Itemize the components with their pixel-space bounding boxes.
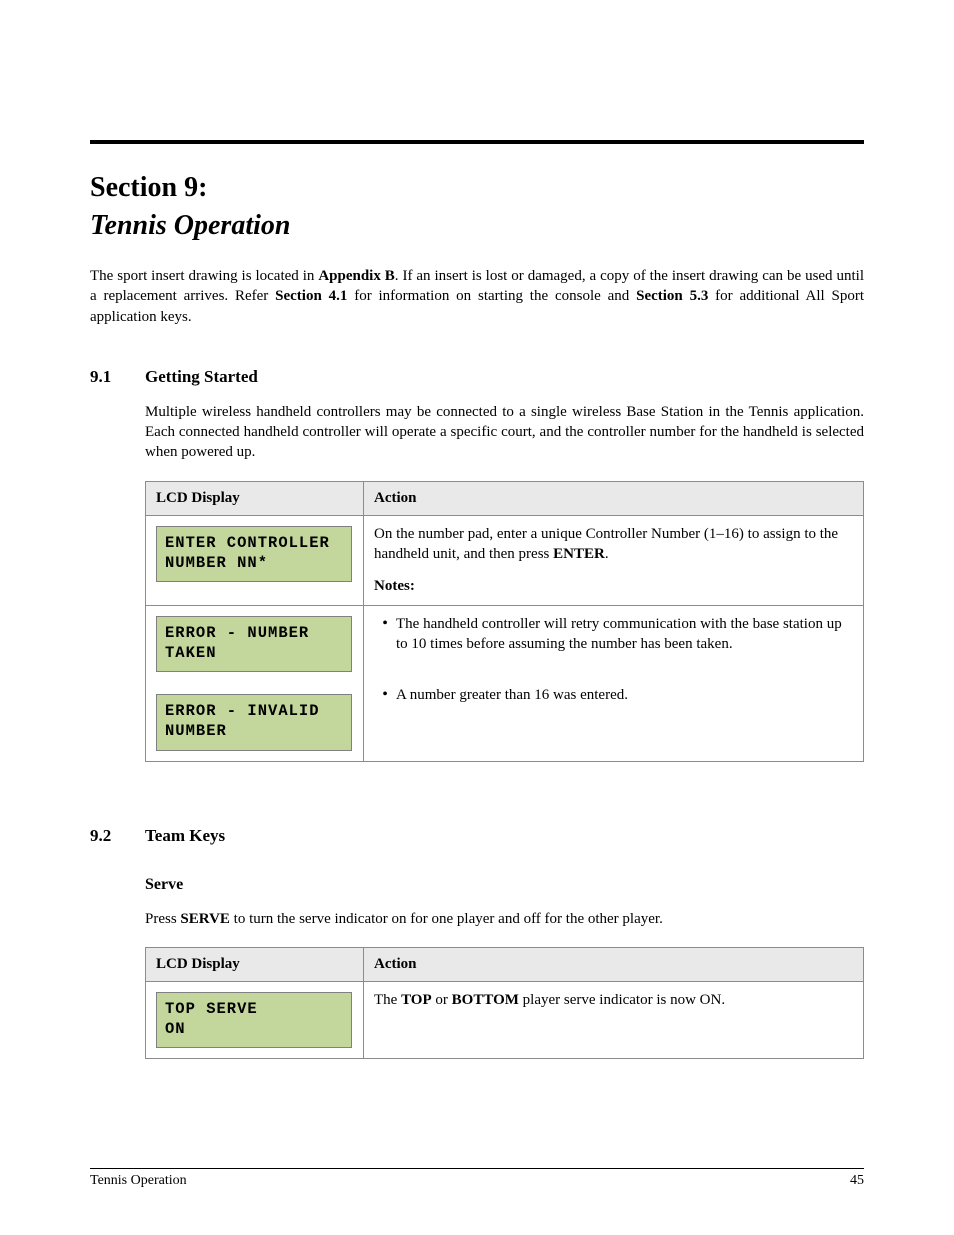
serve-text-run: Press — [145, 911, 180, 927]
table-header-action: Action — [364, 481, 864, 515]
serve-text-run: to turn the serve indicator on for one p… — [230, 911, 663, 927]
action-text-run: or — [432, 992, 452, 1008]
subsection-number: 9.2 — [90, 826, 145, 1084]
subsection-number: 9.1 — [90, 367, 145, 786]
bullet-dot-icon: • — [374, 614, 396, 655]
intro-paragraph: The sport insert drawing is located in A… — [90, 266, 864, 327]
top-rule — [90, 140, 864, 144]
intro-text: for information on starting the console … — [347, 288, 636, 304]
intro-bold-sec41: Section 4.1 — [275, 288, 347, 304]
controller-number-table: LCD Display Action ENTER CONTROLLER NUMB… — [145, 481, 864, 762]
note-bullet: • A number greater than 16 was entered. — [374, 685, 853, 705]
footer-page-number: 45 — [850, 1173, 864, 1189]
action-text: The TOP or BOTTOM player serve indicator… — [374, 990, 853, 1010]
table-header-lcd: LCD Display — [146, 947, 364, 981]
bullet-dot-icon: • — [374, 685, 396, 705]
action-text-run: player serve indicator is now ON. — [519, 992, 725, 1008]
bold-top: TOP — [401, 992, 432, 1008]
getting-started-paragraph: Multiple wireless handheld controllers m… — [145, 402, 864, 463]
page: Section 9: Tennis Operation The sport in… — [0, 0, 954, 1235]
serve-heading: Serve — [145, 876, 864, 894]
table-header-action: Action — [364, 947, 864, 981]
notes-label: Notes: — [374, 578, 853, 595]
subsection-getting-started: 9.1 Getting Started Multiple wireless ha… — [90, 367, 864, 786]
section-number: Section 9: — [90, 172, 864, 204]
intro-bold-sec53: Section 5.3 — [636, 288, 708, 304]
action-text-run: . — [605, 546, 609, 562]
subsection-title: Team Keys — [145, 826, 864, 846]
lcd-enter-controller: ENTER CONTROLLER NUMBER NN* — [156, 526, 352, 582]
section-title: Tennis Operation — [90, 210, 864, 242]
note-text: The handheld controller will retry commu… — [396, 614, 853, 655]
action-text: On the number pad, enter a unique Contro… — [374, 524, 853, 565]
action-text-run: The — [374, 992, 401, 1008]
intro-text: The sport insert drawing is located in — [90, 268, 318, 284]
bold-bottom: BOTTOM — [452, 992, 519, 1008]
subsection-body: Team Keys Serve Press SERVE to turn the … — [145, 826, 864, 1084]
serve-table: LCD Display Action TOP SERVE ON The TOP … — [145, 947, 864, 1059]
note-bullet: • The handheld controller will retry com… — [374, 614, 853, 655]
key-serve: SERVE — [180, 911, 230, 927]
table-row: TOP SERVE ON The TOP or BOTTOM player se… — [146, 981, 864, 1058]
lcd-error-taken: ERROR - NUMBER TAKEN — [156, 616, 352, 672]
table-row: ERROR - NUMBER TAKEN ERROR - INVALID NUM… — [146, 606, 864, 762]
subsection-team-keys: 9.2 Team Keys Serve Press SERVE to turn … — [90, 826, 864, 1084]
table-row: ENTER CONTROLLER NUMBER NN* On the numbe… — [146, 515, 864, 606]
note-text: A number greater than 16 was entered. — [396, 685, 853, 705]
serve-paragraph: Press SERVE to turn the serve indicator … — [145, 909, 864, 929]
table-header-lcd: LCD Display — [146, 481, 364, 515]
lcd-error-invalid: ERROR - INVALID NUMBER — [156, 694, 352, 750]
key-enter: ENTER — [553, 546, 605, 562]
lcd-top-serve: TOP SERVE ON — [156, 992, 352, 1048]
intro-bold-appendix: Appendix B — [318, 268, 394, 284]
footer-left: Tennis Operation — [90, 1173, 187, 1189]
subsection-body: Getting Started Multiple wireless handhe… — [145, 367, 864, 786]
page-footer: Tennis Operation 45 — [90, 1168, 864, 1189]
subsection-title: Getting Started — [145, 367, 864, 387]
